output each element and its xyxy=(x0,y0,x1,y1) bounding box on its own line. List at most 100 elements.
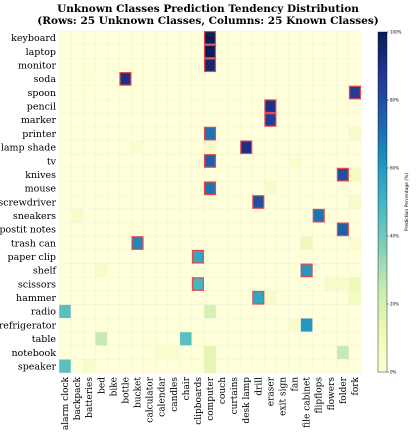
heatmap-cell xyxy=(82,331,96,346)
heatmap-cell xyxy=(131,222,144,237)
heatmap-cell xyxy=(300,181,313,196)
heatmap-cell xyxy=(324,85,338,100)
heatmap-cell xyxy=(155,112,168,128)
heatmap-cell xyxy=(119,290,132,305)
heatmap-cell xyxy=(252,249,265,264)
row-label: tv xyxy=(47,156,57,167)
heatmap-cell xyxy=(143,290,156,305)
heatmap-cell xyxy=(131,58,144,73)
heatmap-cell xyxy=(131,126,144,141)
column-label: fan xyxy=(291,377,301,392)
heatmap-cell xyxy=(191,359,205,374)
heatmap-cell xyxy=(288,44,301,59)
heatmap-cell xyxy=(336,345,350,360)
heatmap-cell xyxy=(264,359,277,374)
heatmap-cell xyxy=(336,249,350,264)
heatmap-cell xyxy=(215,290,229,305)
heatmap-cell xyxy=(143,331,156,346)
heatmap-cell xyxy=(276,99,289,114)
heatmap-cell xyxy=(239,276,253,292)
heatmap-cell xyxy=(94,44,108,59)
heatmap-cell xyxy=(131,194,144,210)
heatmap-cell xyxy=(227,44,241,59)
heatmap-cell xyxy=(348,30,362,45)
heatmap-cell xyxy=(348,304,362,319)
heatmap-cell xyxy=(155,290,168,305)
heatmap-cell xyxy=(324,71,338,86)
heatmap-cell xyxy=(143,140,156,155)
heatmap-cell xyxy=(82,263,96,278)
heatmap-cell xyxy=(179,222,193,237)
heatmap-cell xyxy=(203,58,217,73)
heatmap-cell xyxy=(300,58,313,73)
heatmap-cell xyxy=(143,249,156,264)
heatmap-cell xyxy=(324,263,338,278)
heatmap-cell xyxy=(119,71,132,86)
chart-title: Unknown Classes Prediction Tendency Dist… xyxy=(57,3,359,15)
heatmap-cell xyxy=(312,276,326,292)
heatmap-cell xyxy=(227,181,241,196)
heatmap-cell xyxy=(324,318,338,333)
heatmap-cell xyxy=(82,140,96,155)
heatmap-cell xyxy=(155,126,168,141)
heatmap-cell xyxy=(82,167,96,182)
heatmap-cell xyxy=(167,58,181,73)
heatmap-cell xyxy=(155,167,168,182)
heatmap-cell xyxy=(58,167,72,182)
heatmap-cell xyxy=(288,99,301,114)
heatmap-cell xyxy=(94,208,108,223)
heatmap-cell xyxy=(239,345,253,360)
heatmap-cell xyxy=(227,222,241,237)
heatmap-cell xyxy=(264,167,277,182)
heatmap-cell xyxy=(191,181,205,196)
heatmap-cell xyxy=(288,85,301,100)
column-label: chair xyxy=(182,376,192,400)
heatmap-cell xyxy=(82,181,96,196)
heatmap-cell xyxy=(239,194,253,210)
heatmap-cell xyxy=(203,263,217,278)
heatmap-cell xyxy=(312,112,326,128)
column-label: curtains xyxy=(230,377,240,415)
heatmap-cell xyxy=(107,44,120,59)
heatmap-cell xyxy=(179,263,193,278)
heatmap-cell xyxy=(227,208,241,223)
heatmap-cell xyxy=(143,167,156,182)
heatmap-cell xyxy=(70,208,84,223)
heatmap-cell xyxy=(239,153,253,169)
heatmap-cell xyxy=(70,276,84,292)
heatmap-cell xyxy=(239,263,253,278)
heatmap-cell xyxy=(276,126,289,141)
heatmap-cell xyxy=(276,153,289,169)
heatmap-cell xyxy=(336,126,350,141)
heatmap-cell xyxy=(288,140,301,155)
heatmap-cell xyxy=(324,153,338,169)
heatmap-cell xyxy=(94,167,108,182)
heatmap-cell xyxy=(252,167,265,182)
heatmap-cell xyxy=(239,318,253,333)
heatmap-cell xyxy=(215,112,229,128)
heatmap-cell xyxy=(119,331,132,346)
heatmap-cell xyxy=(215,140,229,155)
heatmap-cell xyxy=(119,318,132,333)
heatmap-cell xyxy=(70,194,84,210)
heatmap-cell xyxy=(264,345,277,360)
column-label: bucket xyxy=(134,377,144,408)
heatmap-cell xyxy=(300,99,313,114)
heatmap-cell xyxy=(131,263,144,278)
heatmap-cell xyxy=(191,276,205,292)
heatmap-cell xyxy=(264,208,277,223)
heatmap-cells xyxy=(58,30,362,374)
heatmap-cell xyxy=(143,222,156,237)
heatmap-cell xyxy=(107,30,120,45)
heatmap-cell xyxy=(324,112,338,128)
heatmap-cell xyxy=(107,194,120,210)
heatmap-cell xyxy=(252,99,265,114)
heatmap-cell xyxy=(58,181,72,196)
heatmap-cell xyxy=(324,249,338,264)
heatmap-cell xyxy=(119,44,132,59)
heatmap-cell xyxy=(336,30,350,45)
heatmap-cell xyxy=(155,276,168,292)
heatmap-cell xyxy=(167,304,181,319)
heatmap-cell xyxy=(312,167,326,182)
heatmap-cell xyxy=(167,194,181,210)
